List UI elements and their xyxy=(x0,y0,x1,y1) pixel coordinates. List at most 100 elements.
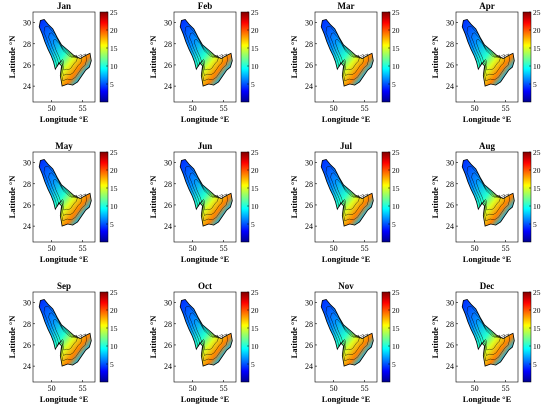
y-tick-label: 26 xyxy=(305,341,313,350)
colorbar xyxy=(522,291,532,383)
y-tick-label: 24 xyxy=(446,362,454,371)
x-tick-label: 50 xyxy=(471,384,479,393)
y-tick-label: 26 xyxy=(23,201,31,210)
contour-line xyxy=(53,179,78,211)
colorbar-tick-label: 20 xyxy=(392,26,400,35)
y-axis-label: Latitude °N xyxy=(430,315,440,359)
contour-line xyxy=(476,39,501,71)
contour-line xyxy=(335,39,360,71)
colorbar-tick-label: 10 xyxy=(251,62,259,71)
y-tick-label: 30 xyxy=(164,19,172,28)
colorbar-tick-label: 15 xyxy=(392,184,400,193)
contour-line xyxy=(194,179,219,211)
coastline xyxy=(179,298,233,367)
contour-line xyxy=(194,319,219,351)
y-tick-label: 24 xyxy=(164,362,172,371)
colorbar-tick-label: 5 xyxy=(110,360,114,369)
colorbar-tick-label: 20 xyxy=(110,306,118,315)
colorbar-tick-label: 25 xyxy=(251,148,259,157)
coastline xyxy=(320,18,374,87)
contour-line xyxy=(48,32,83,76)
contour-line xyxy=(325,25,369,82)
colorbar xyxy=(381,291,391,383)
coastline xyxy=(179,18,233,87)
x-tick-label: 55 xyxy=(79,244,87,253)
x-tick-label: 50 xyxy=(330,244,338,253)
colorbar xyxy=(99,11,109,103)
y-axis-label: Latitude °N xyxy=(148,315,158,359)
x-tick-label: 55 xyxy=(79,104,87,113)
y-tick-label: 24 xyxy=(446,82,454,91)
colorbar-tick-label: 20 xyxy=(392,166,400,175)
x-axis-label: Longitude °E xyxy=(181,394,230,404)
contour-line xyxy=(466,25,510,82)
contour-line xyxy=(325,165,369,222)
y-tick-label: 26 xyxy=(305,201,313,210)
colorbar-tick-label: 5 xyxy=(110,220,114,229)
colorbar-tick-label: 10 xyxy=(110,62,118,71)
colorbar xyxy=(240,291,250,383)
colorbar-tick-label: 10 xyxy=(392,342,400,351)
panel-title: Sep xyxy=(57,281,71,291)
contour-line xyxy=(330,32,365,76)
x-tick-label: 50 xyxy=(48,244,56,253)
coastline xyxy=(461,18,515,87)
contour-line xyxy=(43,305,87,362)
y-tick-label: 26 xyxy=(446,341,454,350)
x-tick-label: 55 xyxy=(220,384,228,393)
panel-title: Feb xyxy=(198,1,213,11)
y-axis-label: Latitude °N xyxy=(289,35,299,79)
x-tick-label: 55 xyxy=(502,104,510,113)
colorbar-tick-label: 20 xyxy=(533,26,541,35)
colorbar-tick-label: 15 xyxy=(533,184,541,193)
colorbar-tick-label: 20 xyxy=(251,166,259,175)
colorbar-tick-label: 5 xyxy=(251,360,255,369)
colorbar-tick-label: 15 xyxy=(110,184,118,193)
colorbar xyxy=(381,11,391,103)
colorbar-tick-label: 10 xyxy=(110,342,118,351)
contour-line xyxy=(53,319,78,351)
panel-title: Mar xyxy=(338,1,355,11)
x-axis-label: Longitude °E xyxy=(40,114,89,124)
y-tick-label: 28 xyxy=(305,180,313,189)
colorbar-tick-label: 15 xyxy=(251,184,259,193)
contour-line xyxy=(330,172,365,216)
colorbar-tick-label: 5 xyxy=(251,80,255,89)
colorbar-tick-label: 25 xyxy=(533,8,541,17)
coastline xyxy=(179,158,233,227)
contour-line xyxy=(466,305,510,362)
y-tick-label: 28 xyxy=(305,40,313,49)
contour-line xyxy=(53,39,78,71)
x-tick-label: 50 xyxy=(471,104,479,113)
y-tick-label: 28 xyxy=(446,320,454,329)
colorbar xyxy=(240,11,250,103)
y-tick-label: 24 xyxy=(164,82,172,91)
y-tick-label: 28 xyxy=(23,40,31,49)
panel-title: Jul xyxy=(340,141,353,151)
contour-line xyxy=(184,25,228,82)
y-tick-label: 30 xyxy=(23,19,31,28)
colorbar-tick-label: 10 xyxy=(533,342,541,351)
y-axis-label: Latitude °N xyxy=(289,175,299,219)
colorbar-tick-label: 10 xyxy=(533,62,541,71)
panel-title: Jun xyxy=(198,141,213,151)
x-tick-label: 55 xyxy=(502,244,510,253)
panel-title: Nov xyxy=(338,281,354,291)
colorbar-tick-label: 15 xyxy=(533,324,541,333)
x-tick-label: 50 xyxy=(330,384,338,393)
y-tick-label: 26 xyxy=(23,341,31,350)
y-tick-label: 30 xyxy=(446,159,454,168)
y-tick-label: 24 xyxy=(23,222,31,231)
coastline xyxy=(461,298,515,367)
contour-line xyxy=(471,172,506,216)
contour-line xyxy=(184,165,228,222)
colorbar-tick-label: 25 xyxy=(251,288,259,297)
colorbar-tick-label: 25 xyxy=(533,288,541,297)
y-axis-label: Latitude °N xyxy=(148,175,158,219)
